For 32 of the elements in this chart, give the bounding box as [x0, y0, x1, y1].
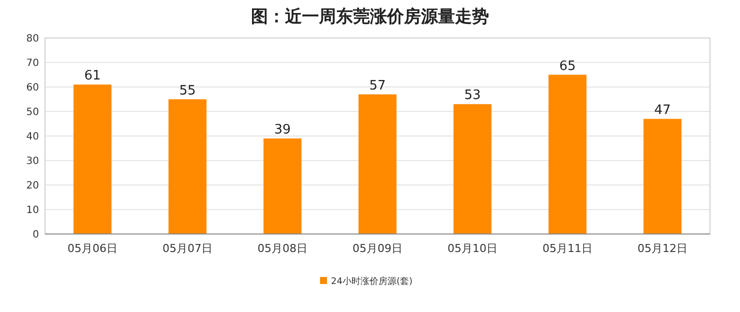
data-label: 53 — [464, 88, 481, 104]
x-tick-label: 05月07日 — [162, 242, 212, 255]
data-label: 55 — [179, 83, 196, 98]
x-tick-label: 05月08日 — [258, 242, 308, 255]
y-tick-label: 40 — [26, 132, 39, 142]
y-tick-label: 50 — [26, 107, 39, 118]
chart-title: 图：近一周东莞涨价房源量走势 — [251, 7, 489, 27]
x-tick-label: 05月09日 — [352, 242, 402, 255]
data-label: 65 — [559, 58, 576, 74]
legend-label: 24小时涨价房源(套) — [331, 276, 412, 287]
y-tick-label: 80 — [26, 34, 39, 44]
bar — [168, 99, 206, 234]
bar — [358, 94, 396, 234]
bar — [454, 104, 492, 234]
y-tick-label: 10 — [26, 205, 39, 216]
y-tick-label: 70 — [26, 58, 39, 69]
x-tick-label: 05月10日 — [448, 242, 498, 255]
bar — [264, 138, 302, 234]
data-label: 47 — [654, 102, 671, 118]
y-tick-label: 20 — [26, 180, 39, 192]
data-label: 39 — [274, 122, 291, 138]
x-tick-label: 05月06日 — [68, 242, 118, 255]
x-tick-label: 05月12日 — [638, 242, 688, 255]
y-tick-label: 60 — [26, 82, 39, 94]
data-label: 61 — [84, 68, 101, 84]
data-label: 57 — [369, 78, 386, 94]
bar — [644, 118, 682, 234]
y-tick-label: 0 — [32, 230, 39, 240]
x-tick-label: 05月11日 — [542, 242, 592, 255]
y-tick-label: 30 — [26, 156, 39, 167]
bar — [548, 74, 586, 234]
bar — [74, 84, 112, 234]
